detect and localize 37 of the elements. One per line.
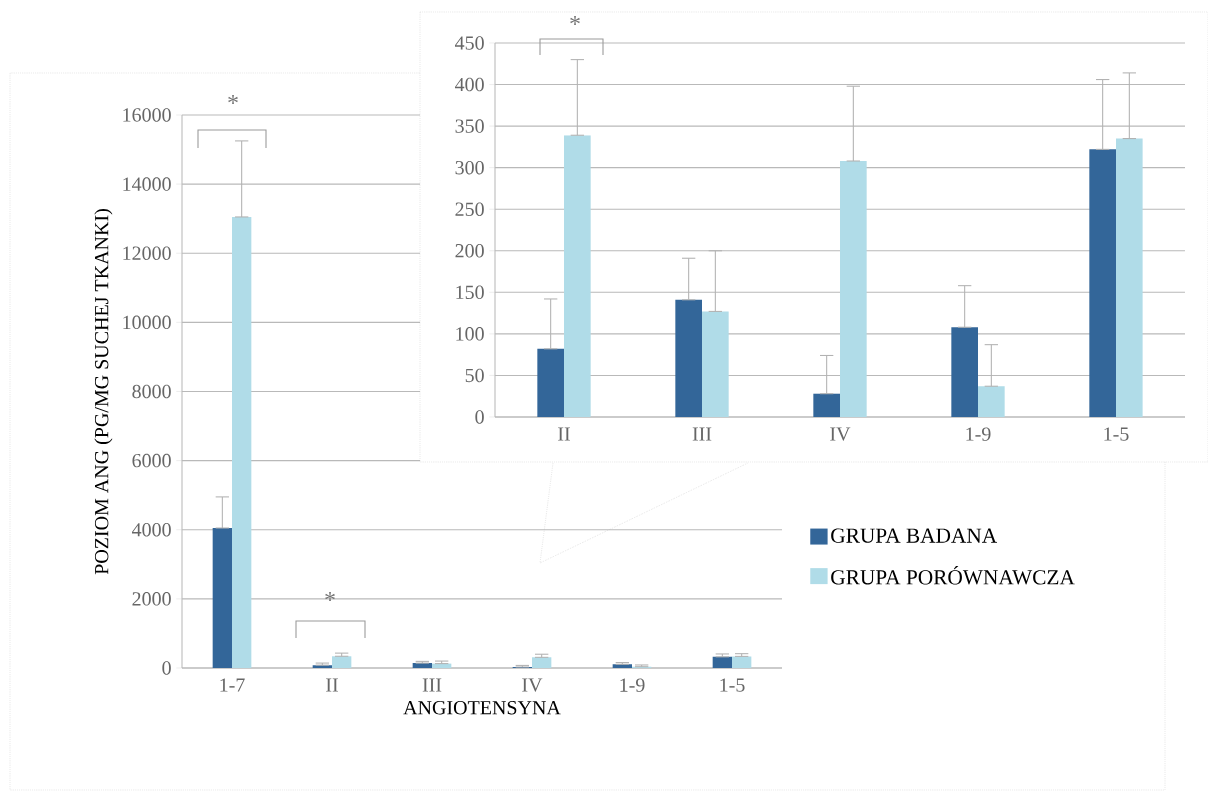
x-tick-label: III (692, 427, 712, 441)
y-tick-label: 8000 (132, 384, 171, 399)
text: * (570, 16, 580, 25)
x-tick-label: 1-5 (720, 678, 745, 692)
x-tick-label: II (326, 678, 338, 692)
y-tick-label: 4000 (132, 522, 171, 537)
y-tick-label: 12000 (123, 246, 171, 260)
x-tick-label: IV (830, 427, 851, 441)
y-tick-label: 100 (456, 327, 484, 341)
legend-label: GRUPA PORÓWNAWCZA (831, 565, 1075, 585)
x-tick-label: IV (522, 678, 543, 692)
y-tick-label: 14000 (123, 177, 171, 191)
y-tick-label: 350 (455, 119, 484, 133)
x-tick-label: 1-7 (220, 678, 245, 692)
y-tick-label: 400 (455, 77, 484, 92)
y-tick-label: 300 (455, 160, 484, 175)
legend-label: GRUPA BADANA (831, 528, 998, 543)
y-tick-label: 16000 (123, 108, 171, 122)
y-tick-label: 10000 (123, 315, 171, 330)
x-tick-label: 1-5 (1104, 427, 1129, 441)
y-tick-label: 200 (455, 244, 484, 258)
y-tick-label: 150 (456, 285, 484, 300)
x-axis-title: ANGIOTENSYNA (403, 700, 561, 715)
x-tick-label: II (558, 427, 570, 441)
x-tick-label: 1-9 (966, 427, 991, 441)
y-axis-title: POZIOM ANG (PG/MG SUCHEJ TKANKI) (94, 209, 113, 575)
y-tick-label: 450 (455, 36, 484, 50)
text: * (228, 95, 238, 104)
x-tick-label: III (422, 678, 442, 692)
y-tick-label: 6000 (132, 453, 171, 468)
y-tick-label: 250 (455, 202, 484, 216)
y-tick-label: 50 (465, 368, 484, 383)
y-tick-label: 0 (475, 410, 484, 424)
y-tick-label: 2000 (132, 592, 171, 606)
x-tick-label: 1-9 (620, 678, 645, 692)
y-tick-label: 0 (162, 661, 171, 675)
annotation: * (325, 592, 335, 601)
